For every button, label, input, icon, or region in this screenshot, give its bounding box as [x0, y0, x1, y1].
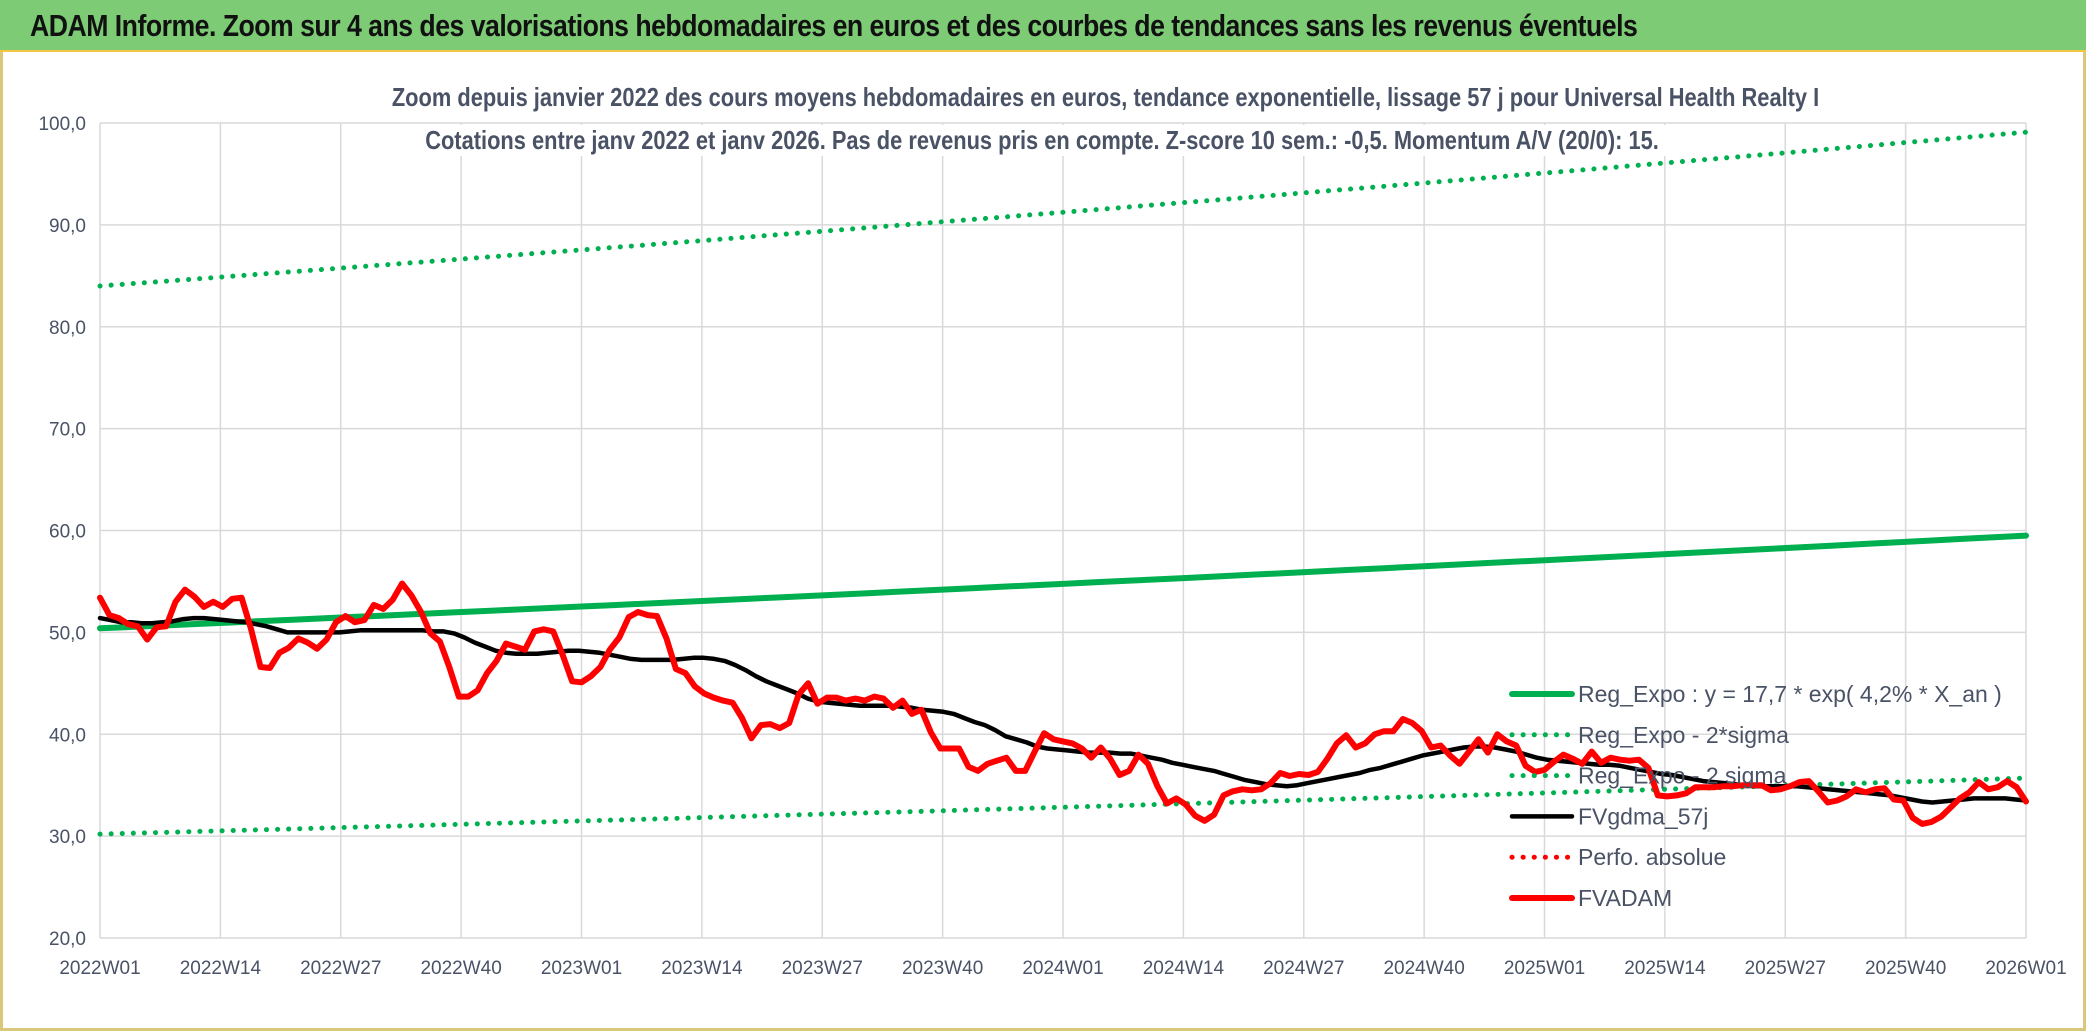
x-tick-label: 2023W27: [782, 958, 863, 979]
legend-label: FVgdma_57j: [1578, 803, 1708, 829]
chart-title: Zoom depuis janvier 2022 des cours moyen…: [391, 82, 1820, 113]
x-tick-label: 2024W27: [1263, 958, 1344, 979]
x-tick-label: 2022W27: [300, 958, 381, 979]
legend-label: FVADAM: [1578, 885, 1672, 911]
y-tick-label: 20,0: [49, 929, 86, 950]
x-tick-label: 2023W14: [661, 958, 743, 979]
x-tick-label: 2025W01: [1504, 958, 1585, 979]
page-title: ADAM Informe. Zoom sur 4 ans des valoris…: [30, 8, 1638, 43]
legend-label: Reg_Expo - 2*sigma: [1578, 722, 1789, 748]
legend-label: Reg_Expo : y = 17,7 * exp( 4,2% * X_an ): [1578, 681, 2002, 707]
y-tick-label: 100,0: [38, 114, 86, 135]
y-tick-label: 80,0: [49, 318, 86, 339]
legend: Reg_Expo : y = 17,7 * exp( 4,2% * X_an )…: [1509, 681, 2002, 911]
series-line-1: [97, 129, 2029, 289]
series-line-2: [97, 775, 2029, 837]
x-tick-label: 2025W27: [1745, 958, 1826, 979]
y-tick-label: 60,0: [49, 522, 86, 543]
header-bar: ADAM Informe. Zoom sur 4 ans des valoris…: [0, 0, 2086, 52]
y-tick-label: 40,0: [49, 725, 86, 746]
x-tick-label: 2024W01: [1022, 958, 1103, 979]
chart-subtitle: Cotations entre janv 2022 et janv 2026. …: [391, 125, 1693, 156]
legend-label: Perfo. absolue: [1578, 844, 1726, 870]
y-tick-label: 70,0: [49, 420, 86, 441]
x-tick-label: 2026W01: [1985, 958, 2066, 979]
legend-label: Reg_Expo - 2 sigma: [1578, 763, 1787, 789]
x-tick-label: 2025W40: [1865, 958, 1946, 979]
x-tick-label: 2024W40: [1383, 958, 1464, 979]
x-tick-label: 2023W01: [541, 958, 622, 979]
series-line-3: [97, 615, 2029, 805]
x-tick-label: 2022W14: [180, 958, 262, 979]
y-tick-label: 50,0: [49, 623, 86, 644]
x-tick-label: 2022W01: [59, 958, 140, 979]
series-layer: [97, 129, 2029, 837]
y-tick-label: 30,0: [49, 827, 86, 848]
series-line-5: [97, 580, 2029, 827]
x-tick-label: 2024W14: [1143, 958, 1225, 979]
x-tick-label: 2025W14: [1624, 958, 1706, 979]
grid-layer: [99, 122, 2027, 939]
x-tick-label: 2022W40: [420, 958, 501, 979]
y-tick-labels: 20,0 30,0 40,0 50,0 60,0 70,0 80,0 90,0 100,0: [38, 114, 86, 950]
y-tick-label: 90,0: [49, 216, 86, 237]
x-tick-label: 2023W40: [902, 958, 983, 979]
x-tick-labels: 2022W01 2022W14 2022W27 2022W40 2023W01 2023W…: [59, 958, 2066, 979]
